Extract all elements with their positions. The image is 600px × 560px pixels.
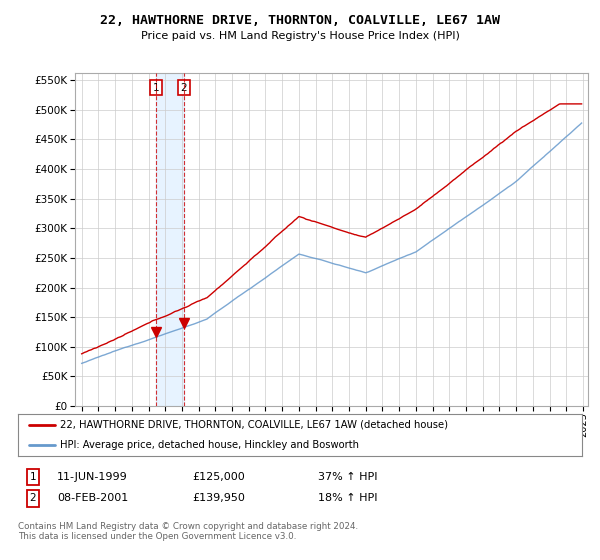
Text: Price paid vs. HM Land Registry's House Price Index (HPI): Price paid vs. HM Land Registry's House … (140, 31, 460, 41)
Text: 1: 1 (29, 472, 37, 482)
Text: Contains HM Land Registry data © Crown copyright and database right 2024.
This d: Contains HM Land Registry data © Crown c… (18, 522, 358, 542)
Bar (577, 73, 588, 406)
Text: HPI: Average price, detached house, Hinckley and Bosworth: HPI: Average price, detached house, Hinc… (60, 440, 359, 450)
Text: £125,000: £125,000 (192, 472, 245, 482)
Text: 22, HAWTHORNE DRIVE, THORNTON, COALVILLE, LE67 1AW: 22, HAWTHORNE DRIVE, THORNTON, COALVILLE… (100, 14, 500, 27)
Text: 11-JUN-1999: 11-JUN-1999 (57, 472, 128, 482)
Bar (156, 73, 184, 406)
Text: 2: 2 (29, 493, 37, 503)
Text: 22, HAWTHORNE DRIVE, THORNTON, COALVILLE, LE67 1AW (detached house): 22, HAWTHORNE DRIVE, THORNTON, COALVILLE… (60, 420, 448, 430)
Text: 18% ↑ HPI: 18% ↑ HPI (318, 493, 377, 503)
Text: 2: 2 (181, 83, 187, 93)
Text: 37% ↑ HPI: 37% ↑ HPI (318, 472, 377, 482)
Text: £139,950: £139,950 (192, 493, 245, 503)
Text: 08-FEB-2001: 08-FEB-2001 (57, 493, 128, 503)
Text: 1: 1 (152, 83, 159, 93)
